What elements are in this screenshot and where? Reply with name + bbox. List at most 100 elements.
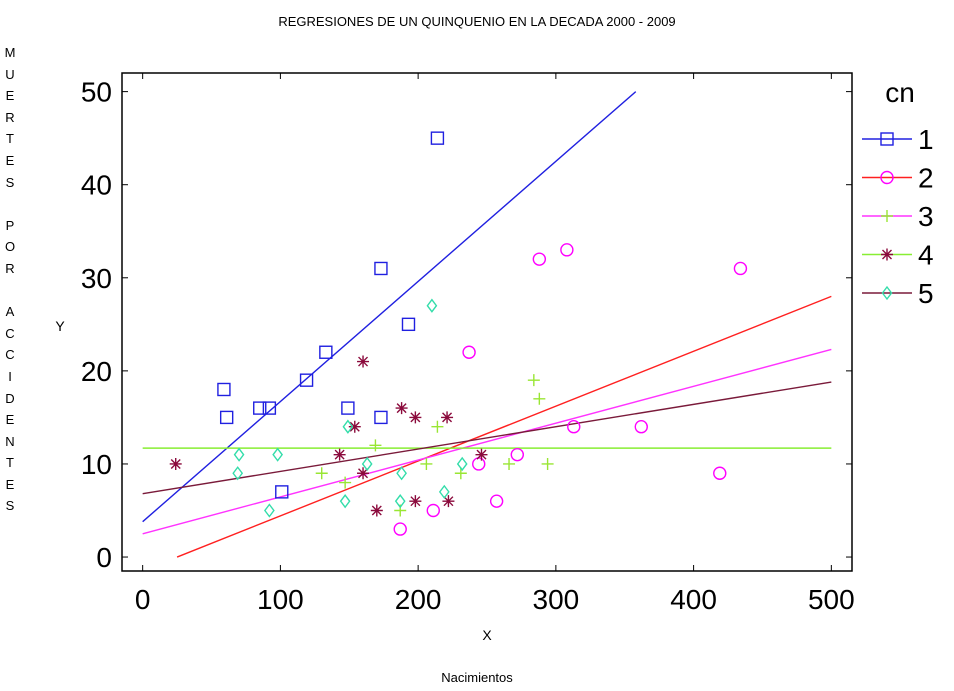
data-point-1 (401, 317, 416, 332)
data-point-3 (503, 457, 516, 470)
data-point-5 (396, 466, 407, 481)
data-point-5 (339, 494, 351, 509)
data-point-3 (369, 439, 382, 452)
data-point-2 (393, 522, 407, 536)
side-label-letter: M (4, 45, 16, 60)
legend-label-5: 5 (918, 278, 934, 309)
y-tick-label: 10 (81, 449, 112, 480)
x-tick-label: 300 (533, 584, 580, 615)
data-point-4 (395, 402, 408, 415)
data-point-1 (262, 401, 277, 415)
side-label-letter: R (5, 109, 15, 125)
chart-title: REGRESIONES DE UN QUINQUENIO EN LA DECAD… (278, 14, 676, 29)
side-label-letter: N (5, 433, 15, 449)
data-point-4 (348, 420, 361, 433)
legend-marker-4 (881, 248, 893, 261)
data-point-3 (420, 457, 433, 470)
side-label-letter: E (5, 88, 15, 104)
data-point-2 (532, 252, 547, 266)
legend-label-1: 1 (918, 124, 934, 155)
data-point-2 (733, 261, 748, 276)
legend-marker-1 (880, 132, 894, 146)
data-point-2 (713, 466, 727, 480)
data-point-1 (217, 382, 231, 397)
data-point-4 (442, 495, 455, 508)
data-point-4 (441, 411, 454, 424)
data-point-4 (475, 448, 488, 461)
data-point-2 (567, 420, 581, 434)
side-label-letter: U (5, 66, 15, 82)
side-label-letter: O (4, 239, 16, 255)
side-label-letter: C (5, 325, 15, 341)
plot-frame (121, 72, 853, 572)
data-point-2 (510, 447, 525, 462)
data-point-2 (560, 243, 574, 257)
side-label-letter: R (5, 260, 15, 276)
legend-label-3: 3 (918, 201, 934, 232)
y-tick-label: 0 (96, 542, 112, 573)
side-label-letter: C (5, 347, 15, 363)
data-point-4 (169, 457, 182, 470)
data-point-5 (394, 494, 406, 509)
y-tick-label: 30 (81, 263, 112, 294)
data-point-5 (272, 447, 284, 462)
legend-marker-5 (881, 285, 893, 301)
data-point-4 (357, 355, 370, 368)
data-point-2 (426, 503, 440, 518)
side-label-letter: I (8, 368, 12, 384)
x-tick-label: 400 (670, 584, 717, 615)
legend-title: cn (885, 77, 915, 108)
data-point-3 (315, 467, 328, 480)
data-point-4 (333, 448, 346, 461)
side-label-letter: A (5, 304, 15, 320)
x-tick-label: 0 (135, 584, 151, 615)
data-point-1 (374, 261, 388, 276)
x-tick-label: 200 (395, 584, 442, 615)
data-point-4 (357, 467, 370, 480)
regression-line-5 (142, 381, 832, 495)
data-point-1 (299, 373, 314, 387)
x-axis-bottom-label: Nacimientos (441, 670, 513, 685)
data-point-1 (374, 410, 388, 425)
data-point-5 (342, 419, 354, 434)
x-tick-label: 100 (257, 584, 304, 615)
data-point-5 (438, 484, 450, 500)
y-tick-label: 50 (81, 77, 112, 108)
data-point-1 (319, 345, 333, 359)
data-point-2 (489, 494, 504, 508)
regression-line-1 (142, 91, 637, 523)
y-axis-label: Y (55, 318, 65, 334)
data-point-5 (426, 298, 438, 313)
data-point-2 (634, 420, 648, 434)
legend-marker-3 (881, 210, 893, 222)
data-point-1 (275, 485, 289, 499)
y-tick-label: 40 (81, 170, 112, 201)
data-point-1 (430, 131, 445, 145)
side-label-letter: S (5, 498, 15, 514)
side-label-letter: T (6, 131, 14, 147)
data-point-4 (409, 411, 422, 424)
x-tick-label: 500 (808, 584, 855, 615)
y-tick-label: 20 (81, 356, 112, 387)
data-point-5 (264, 503, 275, 518)
data-point-4 (409, 495, 422, 508)
data-point-2 (472, 457, 486, 471)
data-point-4 (370, 504, 383, 517)
data-point-3 (527, 374, 540, 387)
legend-label-2: 2 (918, 163, 934, 194)
data-point-3 (339, 476, 352, 489)
data-point-2 (462, 345, 476, 359)
data-point-3 (541, 457, 554, 470)
data-point-5 (361, 456, 373, 472)
side-label-letter: T (6, 455, 14, 471)
regression-line-3 (142, 348, 832, 535)
side-label-letter: P (5, 217, 15, 233)
x-axis-label: X (482, 627, 492, 643)
data-point-3 (431, 420, 444, 433)
regression-line-2 (176, 295, 832, 558)
data-point-5 (456, 456, 468, 472)
data-point-1 (219, 410, 234, 425)
side-label-letter: D (5, 390, 15, 406)
data-point-5 (233, 447, 245, 462)
